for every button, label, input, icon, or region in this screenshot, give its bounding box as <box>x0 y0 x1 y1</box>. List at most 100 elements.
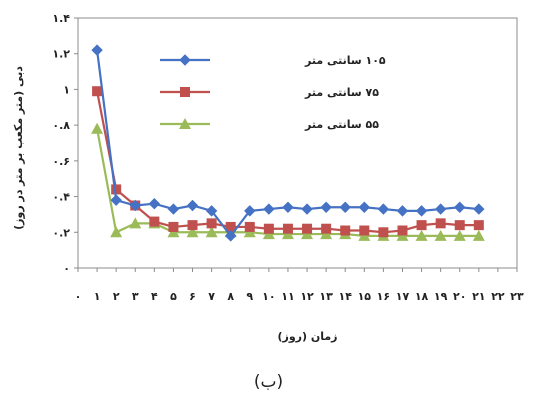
data-point <box>205 226 218 238</box>
data-point <box>377 203 390 215</box>
data-point <box>434 229 447 241</box>
x-tick-label: ۱۴ <box>338 290 352 303</box>
data-point <box>473 203 485 215</box>
chart-legend: ۱۰۵ سانتی متر ۷۵ سانتی متر ۵۵ سانتی متر <box>160 54 386 131</box>
y-axis-title: دبی (متر مکعب بر متر در روز) <box>12 66 25 230</box>
data-point <box>435 218 446 229</box>
data-point <box>187 220 198 231</box>
chart-axes: ۰۰.۲۰.۴۰.۶۰.۸۱۱.۲۱.۴۰ ۱ ۲ ۳ ۴ ۵ ۶ ۷ ۸ ۹ ۱۰ ۱۱ ۱۲ ۱۳ ۱۴… <box>52 12 524 303</box>
x-tick-label: ۱۲ <box>300 290 314 303</box>
x-tick-label: ۱۷ <box>396 290 410 303</box>
data-point <box>180 87 190 97</box>
x-tick-label: ۸ <box>227 290 234 303</box>
data-point <box>282 223 293 234</box>
legend-entry: ۵۵ سانتی متر <box>160 118 379 131</box>
x-tick-label: ۲۳ <box>510 290 524 303</box>
data-point <box>359 225 370 236</box>
x-tick-label: ۱۵ <box>358 290 372 303</box>
data-point <box>282 201 294 213</box>
series-1 <box>91 44 485 242</box>
y-tick-label: ۱ <box>63 83 70 96</box>
data-point <box>473 220 484 231</box>
x-tick-label: ۲ <box>113 290 120 303</box>
chart-series <box>91 44 485 242</box>
data-point <box>186 226 199 238</box>
data-point <box>453 229 466 241</box>
legend-entry: ۷۵ سانتی متر <box>160 86 379 99</box>
data-point <box>378 227 389 238</box>
data-point <box>415 205 428 217</box>
data-point <box>224 230 237 242</box>
data-point <box>340 225 351 236</box>
data-point <box>91 122 104 134</box>
x-tick-label: ۶ <box>189 290 196 303</box>
data-point <box>358 201 371 213</box>
data-point <box>472 229 485 241</box>
data-point <box>92 86 103 97</box>
data-point <box>225 221 236 232</box>
data-point <box>110 226 123 238</box>
x-tick-label: ۲۱ <box>472 290 485 303</box>
x-tick-label: ۱۶ <box>377 290 390 303</box>
data-point <box>179 54 191 66</box>
data-point <box>415 229 428 241</box>
y-tick-label: ۰.۴ <box>52 191 70 204</box>
data-point <box>321 223 332 234</box>
data-point <box>186 199 199 212</box>
legend-entry: ۱۰۵ سانتی متر <box>160 54 386 67</box>
series-2 <box>92 86 484 238</box>
data-point <box>91 44 103 56</box>
x-tick-label: ۰ <box>75 290 82 303</box>
data-point <box>263 203 275 215</box>
x-tick-label: ۱۳ <box>319 290 333 303</box>
line-chart: ۰۰.۲۰.۴۰.۶۰.۸۱۱.۲۱.۴۰ ۱ ۲ ۳ ۴ ۵ ۶ ۷ ۸ ۹ ۱۰ ۱۱ ۱۲ ۱۳ ۱۴… <box>12 12 524 343</box>
data-point <box>263 223 274 234</box>
data-point <box>206 218 217 229</box>
x-tick-label: ۱۰ <box>262 290 275 303</box>
x-tick-label: ۹ <box>246 290 253 303</box>
legend-label: ۱۰۵ سانتی متر <box>304 54 386 67</box>
x-tick-label: ۱۸ <box>415 290 429 303</box>
y-tick-label: ۰ <box>63 262 70 275</box>
data-point <box>129 217 142 229</box>
data-point <box>167 203 180 215</box>
data-point <box>454 220 465 231</box>
y-tick-label: ۰.۶ <box>52 155 70 168</box>
figure-caption: (ب) <box>253 372 284 392</box>
y-tick-label: ۰.۸ <box>52 119 70 132</box>
y-tick-label: ۱.۲ <box>52 48 70 61</box>
y-tick-label: ۱.۴ <box>52 12 70 25</box>
data-point <box>244 205 256 217</box>
x-tick-label: ۳ <box>132 290 139 303</box>
data-point <box>129 199 141 212</box>
data-point <box>320 201 332 213</box>
data-point <box>416 220 427 231</box>
x-tick-label: ۲۲ <box>491 290 505 303</box>
x-tick-label: ۱۹ <box>434 290 448 303</box>
y-tick-label: ۰.۲ <box>52 226 70 239</box>
data-point <box>396 205 409 217</box>
data-point <box>244 221 255 232</box>
data-point <box>302 223 313 234</box>
x-axis-title: زمان (روز) <box>277 330 337 343</box>
data-point <box>301 203 313 215</box>
data-point <box>168 221 179 232</box>
x-tick-label: ۱۱ <box>281 290 294 303</box>
data-point <box>339 201 351 213</box>
x-tick-label: ۲۰ <box>453 290 466 303</box>
data-point <box>205 205 218 217</box>
legend-label: ۷۵ سانتی متر <box>304 86 379 99</box>
data-point <box>110 194 122 206</box>
x-tick-label: ۵ <box>170 290 177 303</box>
data-point <box>397 225 408 236</box>
data-point <box>179 118 191 129</box>
x-tick-label: ۷ <box>208 290 215 303</box>
data-point <box>149 216 160 227</box>
x-tick-label: ۴ <box>151 290 158 303</box>
data-point <box>111 184 122 195</box>
data-point <box>454 201 466 213</box>
plot-area-border <box>77 17 518 269</box>
data-point <box>148 198 161 210</box>
data-point <box>434 203 447 215</box>
legend-label: ۵۵ سانتی متر <box>304 118 379 131</box>
